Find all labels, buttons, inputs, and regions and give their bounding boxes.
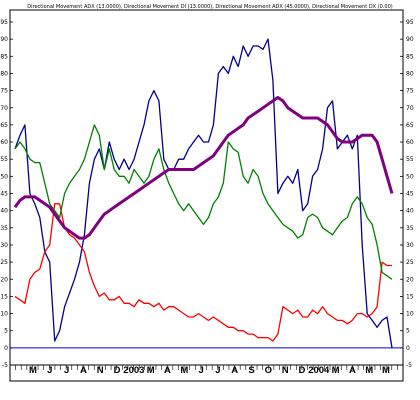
y-tick-label: 10: [0, 311, 8, 318]
x-tick-label: M: [147, 365, 155, 376]
y-axis-left: -5 0 5 10 15 20 25 30 35 40 45 50 55 60 65 70 75 80 85 90 95: [0, 19, 13, 369]
plot-border: [9, 9, 404, 382]
y-tick-label: 65: [0, 122, 8, 129]
y-tick-label: 75: [406, 88, 414, 95]
y-tick-label: 10: [406, 311, 414, 318]
x-tick-label: D: [299, 365, 306, 376]
x-tick-label: D: [114, 365, 121, 376]
x-tick-label: A: [349, 365, 356, 376]
y-tick-label: 70: [0, 105, 8, 112]
y-tick-label: 5: [406, 328, 410, 335]
y-tick-label: 25: [406, 259, 414, 266]
x-tick-label: S: [248, 365, 254, 376]
y-tick-label: 55: [406, 156, 414, 163]
y-tick-label: 60: [406, 139, 414, 146]
x-tick-label: M: [365, 365, 373, 376]
x-tick-label: N: [282, 365, 289, 376]
x-axis: M J J A N D 2003 M A M J J A S O N D 2004 M A M M: [9, 365, 404, 376]
x-tick-label: J: [198, 365, 203, 376]
y-tick-label: 15: [0, 293, 8, 300]
y-tick-label: 0: [4, 345, 8, 352]
y-tick-label: 20: [406, 276, 414, 283]
y-tick-label: 80: [406, 70, 414, 77]
x-tick-label: N: [97, 365, 104, 376]
y-tick-label: 65: [406, 122, 414, 129]
series-line-3: [14, 124, 393, 280]
y-tick-label: 45: [406, 191, 414, 198]
y-tick-label: 80: [0, 70, 8, 77]
x-tick-label: A: [231, 365, 238, 376]
y-tick-label: 30: [0, 242, 8, 249]
series-line-2: [14, 203, 392, 342]
y-tick-label: 60: [0, 139, 8, 146]
y-tick-label: 5: [4, 328, 8, 335]
y-tick-label: -5: [406, 362, 412, 369]
y-tick-label: 90: [0, 36, 8, 43]
x-tick-label: J: [215, 365, 220, 376]
x-tick-label: M: [382, 365, 390, 376]
x-tick-label: 2003: [123, 365, 144, 376]
x-tick-label: J: [47, 365, 52, 376]
y-tick-label: 35: [406, 225, 414, 232]
y-tick-label: 95: [406, 19, 414, 26]
y-tick-label: 15: [406, 293, 414, 300]
y-tick-label: 90: [406, 36, 414, 43]
x-tick-label: A: [80, 365, 87, 376]
y-tick-label: 20: [0, 276, 8, 283]
y-tick-label: 35: [0, 225, 8, 232]
y-tick-label: 25: [0, 259, 8, 266]
series-layer: [13, 38, 394, 349]
y-tick-label: -5: [2, 362, 8, 369]
chart-title: Directional Movement ADX (13.0000), Dire…: [27, 4, 393, 10]
y-tick-label: 55: [0, 156, 8, 163]
y-axis-right: -5 0 5 10 15 20 25 30 35 40 45 50 55 60 65 70 75 80 85 90 95: [400, 19, 414, 369]
y-tick-label: 50: [406, 173, 414, 180]
x-tick-label: O: [265, 365, 272, 376]
y-tick-label: 45: [0, 191, 8, 198]
x-tick-label: 2004: [308, 365, 330, 376]
y-tick-label: 30: [406, 242, 414, 249]
x-tick-label: M: [180, 365, 188, 376]
series-line-1: [14, 38, 393, 349]
y-tick-label: 40: [406, 208, 414, 215]
x-tick-label: M: [332, 365, 340, 376]
y-tick-label: 75: [0, 88, 8, 95]
y-tick-label: 85: [0, 53, 8, 60]
x-tick-label: A: [164, 365, 171, 376]
series-line-4: [13, 96, 394, 240]
x-tick-label: J: [64, 365, 69, 376]
y-tick-label: 0: [406, 345, 410, 352]
y-tick-label: 40: [0, 208, 8, 215]
x-tick-label: M: [29, 365, 37, 376]
y-tick-label: 95: [0, 19, 8, 26]
y-tick-label: 50: [0, 173, 8, 180]
y-tick-label: 85: [406, 53, 414, 60]
y-tick-label: 70: [406, 105, 414, 112]
